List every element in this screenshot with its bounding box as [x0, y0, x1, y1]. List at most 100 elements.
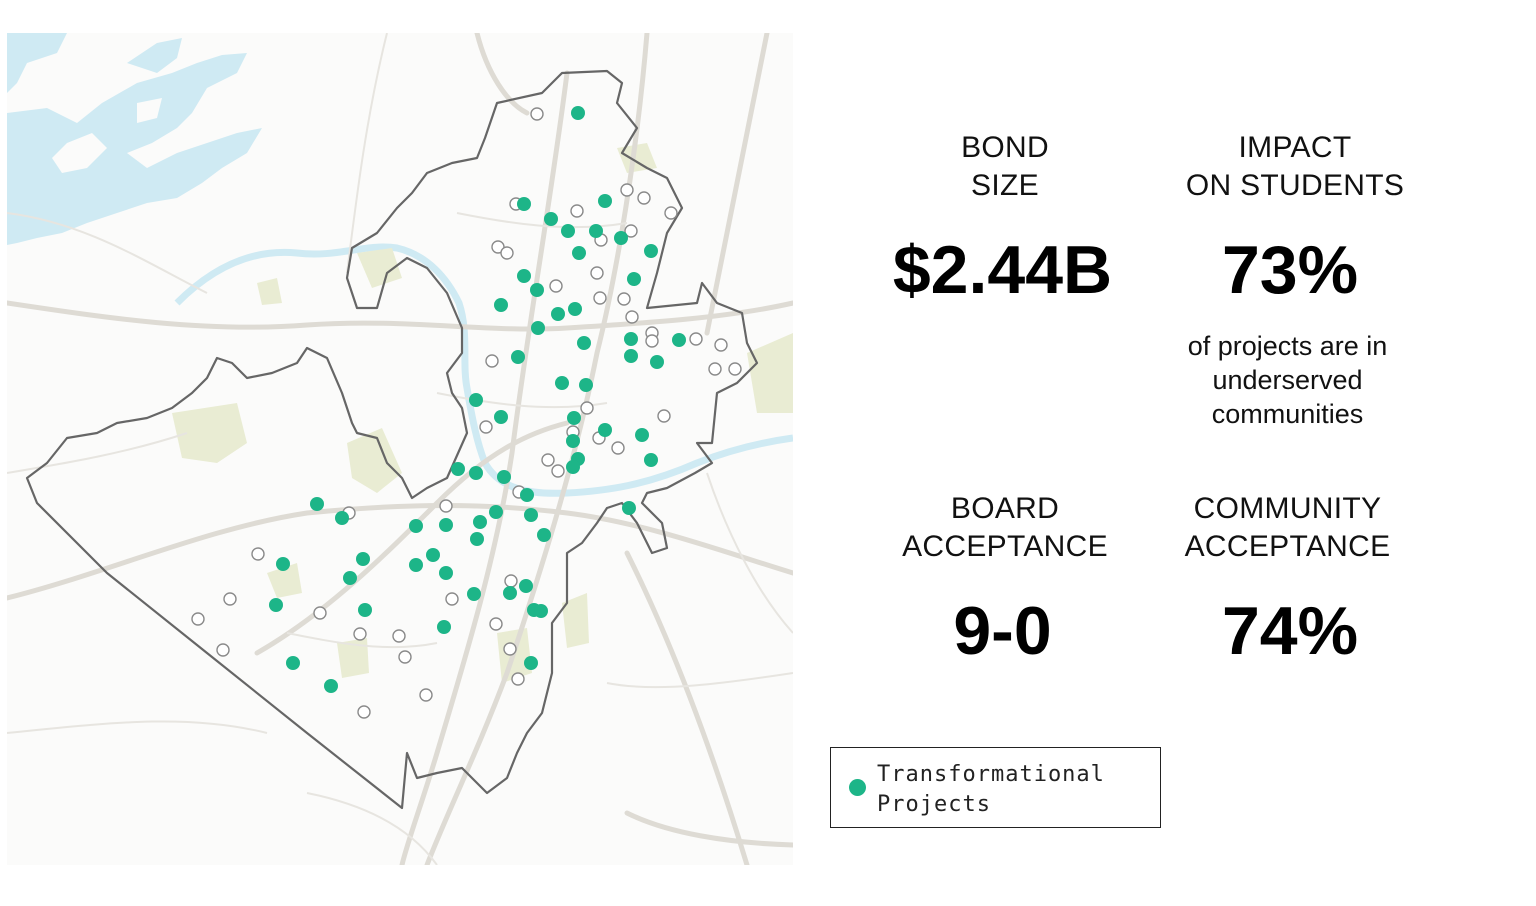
transformational-project-marker[interactable]: [310, 497, 324, 511]
other-project-marker[interactable]: [624, 224, 638, 238]
transformational-project-marker[interactable]: [524, 656, 538, 670]
transformational-project-marker[interactable]: [555, 376, 569, 390]
transformational-project-marker[interactable]: [286, 656, 300, 670]
transformational-project-marker[interactable]: [494, 298, 508, 312]
other-project-marker[interactable]: [708, 362, 722, 376]
transformational-project-marker[interactable]: [531, 321, 545, 335]
other-project-marker[interactable]: [580, 401, 594, 415]
transformational-project-marker[interactable]: [437, 620, 451, 634]
other-project-marker[interactable]: [714, 338, 728, 352]
transformational-project-marker[interactable]: [624, 332, 638, 346]
other-project-marker[interactable]: [357, 705, 371, 719]
transformational-project-marker[interactable]: [439, 566, 453, 580]
transformational-project-marker[interactable]: [470, 532, 484, 546]
other-project-marker[interactable]: [617, 292, 631, 306]
transformational-project-marker[interactable]: [598, 423, 612, 437]
transformational-project-marker[interactable]: [614, 231, 628, 245]
other-project-marker[interactable]: [223, 592, 237, 606]
other-project-marker[interactable]: [489, 617, 503, 631]
transformational-project-marker[interactable]: [409, 519, 423, 533]
transformational-project-marker[interactable]: [551, 307, 565, 321]
transformational-project-marker[interactable]: [343, 571, 357, 585]
other-project-marker[interactable]: [530, 107, 544, 121]
transformational-project-marker[interactable]: [579, 378, 593, 392]
other-project-marker[interactable]: [251, 547, 265, 561]
transformational-project-marker[interactable]: [568, 302, 582, 316]
other-project-marker[interactable]: [392, 629, 406, 643]
transformational-project-marker[interactable]: [356, 552, 370, 566]
other-project-marker[interactable]: [491, 240, 505, 254]
transformational-project-marker[interactable]: [503, 586, 517, 600]
other-project-marker[interactable]: [216, 643, 230, 657]
transformational-project-marker[interactable]: [497, 470, 511, 484]
transformational-project-marker[interactable]: [577, 336, 591, 350]
other-project-marker[interactable]: [657, 409, 671, 423]
other-project-marker[interactable]: [439, 499, 453, 513]
other-project-marker[interactable]: [479, 420, 493, 434]
district-map[interactable]: [7, 33, 793, 865]
transformational-project-marker[interactable]: [650, 355, 664, 369]
transformational-project-marker[interactable]: [517, 197, 531, 211]
other-project-marker[interactable]: [503, 642, 517, 656]
transformational-project-marker[interactable]: [644, 244, 658, 258]
transformational-project-marker[interactable]: [561, 224, 575, 238]
other-project-marker[interactable]: [353, 627, 367, 641]
other-project-marker[interactable]: [398, 650, 412, 664]
other-project-marker[interactable]: [485, 354, 499, 368]
transformational-project-marker[interactable]: [451, 462, 465, 476]
transformational-project-marker[interactable]: [598, 194, 612, 208]
other-project-marker[interactable]: [549, 279, 563, 293]
transformational-project-marker[interactable]: [511, 350, 525, 364]
transformational-project-marker[interactable]: [269, 598, 283, 612]
transformational-project-marker[interactable]: [566, 460, 580, 474]
transformational-project-marker[interactable]: [409, 558, 423, 572]
other-project-marker[interactable]: [313, 606, 327, 620]
transformational-project-marker[interactable]: [519, 579, 533, 593]
other-project-marker[interactable]: [728, 362, 742, 376]
transformational-project-marker[interactable]: [426, 548, 440, 562]
transformational-project-marker[interactable]: [324, 679, 338, 693]
transformational-project-marker[interactable]: [537, 528, 551, 542]
other-project-marker[interactable]: [590, 266, 604, 280]
transformational-project-marker[interactable]: [534, 604, 548, 618]
transformational-project-marker[interactable]: [544, 212, 558, 226]
other-project-marker[interactable]: [645, 334, 659, 348]
transformational-project-marker[interactable]: [489, 505, 503, 519]
other-project-marker[interactable]: [504, 574, 518, 588]
transformational-project-marker[interactable]: [571, 106, 585, 120]
transformational-project-marker[interactable]: [635, 428, 649, 442]
transformational-project-marker[interactable]: [622, 501, 636, 515]
transformational-project-marker[interactable]: [524, 508, 538, 522]
transformational-project-marker[interactable]: [467, 587, 481, 601]
other-project-marker[interactable]: [664, 206, 678, 220]
transformational-project-marker[interactable]: [473, 515, 487, 529]
transformational-project-marker[interactable]: [469, 393, 483, 407]
transformational-project-marker[interactable]: [624, 349, 638, 363]
other-project-marker[interactable]: [593, 291, 607, 305]
transformational-project-marker[interactable]: [439, 518, 453, 532]
transformational-project-marker[interactable]: [672, 333, 686, 347]
other-project-marker[interactable]: [191, 612, 205, 626]
transformational-project-marker[interactable]: [469, 466, 483, 480]
transformational-project-marker[interactable]: [589, 224, 603, 238]
transformational-project-marker[interactable]: [494, 410, 508, 424]
transformational-project-marker[interactable]: [566, 434, 580, 448]
other-project-marker[interactable]: [541, 453, 555, 467]
transformational-project-marker[interactable]: [627, 272, 641, 286]
transformational-project-marker[interactable]: [572, 246, 586, 260]
other-project-marker[interactable]: [419, 688, 433, 702]
transformational-project-marker[interactable]: [644, 453, 658, 467]
transformational-project-marker[interactable]: [276, 557, 290, 571]
other-project-marker[interactable]: [689, 332, 703, 346]
transformational-project-marker[interactable]: [335, 511, 349, 525]
other-project-marker[interactable]: [500, 246, 514, 260]
transformational-project-marker[interactable]: [530, 283, 544, 297]
transformational-project-marker[interactable]: [567, 411, 581, 425]
transformational-project-marker[interactable]: [517, 269, 531, 283]
other-project-marker[interactable]: [570, 204, 584, 218]
other-project-marker[interactable]: [620, 183, 634, 197]
transformational-project-marker[interactable]: [520, 488, 534, 502]
other-project-marker[interactable]: [551, 464, 565, 478]
other-project-marker[interactable]: [511, 672, 525, 686]
other-project-marker[interactable]: [625, 310, 639, 324]
